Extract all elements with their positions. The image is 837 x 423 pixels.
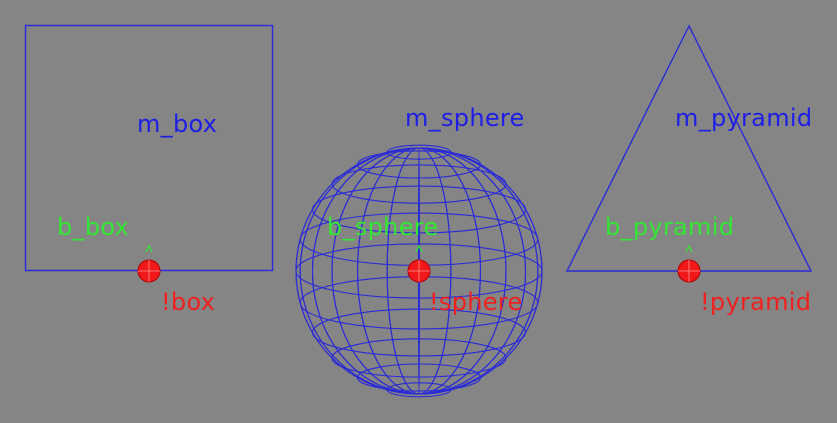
sphere-mesh-label: m_sphere: [405, 104, 525, 132]
pyramid-bone-marker[interactable]: [685, 244, 693, 253]
sphere-longitude-line: [299, 147, 539, 395]
box-pivot-marker[interactable]: [137, 259, 161, 283]
box-bone-marker[interactable]: [145, 244, 153, 253]
box-bone-label: b_box: [57, 213, 130, 241]
sphere-bone-label: b_sphere: [327, 213, 439, 241]
sphere-mesh-wireframe[interactable]: [295, 144, 543, 398]
pyramid-bone-label: b_pyramid: [605, 213, 735, 241]
pyramid-pivot-marker[interactable]: [677, 259, 701, 283]
pyramid-pivot-label: !pyramid: [700, 288, 812, 316]
sphere-pivot-label: !sphere: [429, 288, 523, 316]
box-pivot-label: !box: [161, 288, 216, 316]
pyramid-mesh-label: m_pyramid: [675, 104, 813, 132]
sphere-bone-marker[interactable]: [415, 244, 423, 253]
box-mesh-label: m_box: [137, 110, 218, 138]
sphere-pivot-marker[interactable]: [407, 259, 431, 283]
